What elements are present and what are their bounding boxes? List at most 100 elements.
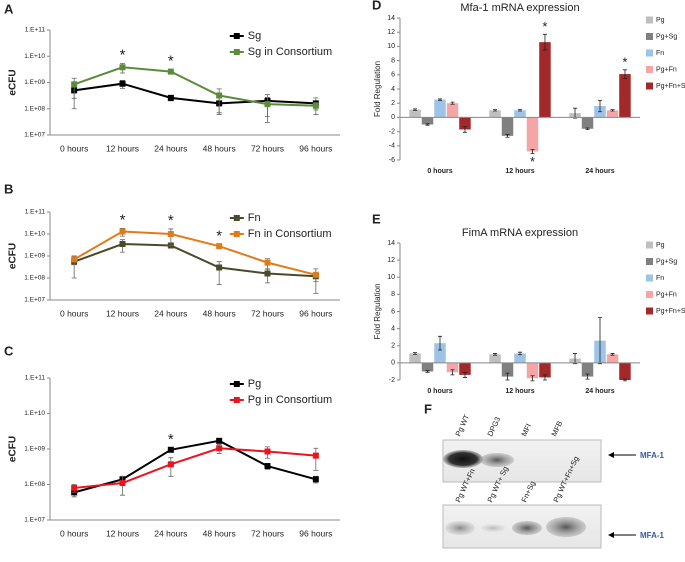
y-tick-label: 1.E+09: [24, 79, 45, 86]
legend-label: Sg: [248, 30, 261, 42]
error-bar: [462, 371, 467, 378]
panel-letter: E: [372, 211, 381, 226]
x-tick-label: 0 hours: [427, 168, 452, 175]
error-bar: [425, 370, 430, 373]
error-bar: [462, 126, 467, 133]
point: [119, 64, 126, 71]
bar: [409, 109, 421, 118]
error-bar: [622, 378, 627, 382]
legend-swatch: [646, 16, 653, 24]
point: [216, 445, 223, 452]
y-axis-label: eCFU: [8, 69, 19, 95]
error-bar: [438, 335, 442, 351]
series-line: [73, 439, 317, 494]
bar: [434, 343, 446, 363]
error-bar: [610, 109, 615, 112]
x-tick-label: 12 hours: [106, 528, 139, 538]
bar: [539, 42, 551, 118]
gel-panel: F Pg WT DPG3 MFI MFB MFA-1 Pg WT+Fn Pg W…: [424, 401, 665, 549]
panel-letter: B: [4, 181, 13, 196]
point: [216, 243, 223, 250]
bar: [619, 362, 631, 380]
error-bar: [622, 69, 627, 79]
error-bar: [573, 353, 578, 365]
band-label: MFA-1: [640, 531, 665, 540]
bar: [446, 362, 459, 373]
y-axis-label: eCFU: [8, 243, 19, 269]
error-bar: [413, 108, 418, 111]
x-tick-label: 12 hours: [106, 308, 139, 318]
gel-band: [512, 521, 542, 535]
point: [312, 102, 319, 109]
point: [216, 92, 223, 99]
panel-letter: C: [4, 343, 14, 358]
error-bar: [493, 109, 498, 112]
error-bar: [530, 375, 535, 382]
point: [167, 94, 174, 101]
lane-label: DPG3: [485, 415, 502, 437]
y-tick-label: 4: [391, 325, 395, 332]
x-tick-label: 72 hours: [251, 308, 284, 318]
x-tick-label: 96 hours: [299, 308, 332, 318]
error-bar: [450, 369, 455, 376]
x-tick-label: 12 hours: [106, 143, 139, 153]
band-label: MFA-1: [640, 451, 665, 460]
point: [264, 270, 271, 277]
legend-swatch: [646, 307, 653, 315]
y-axis-label: eCFU: [8, 436, 19, 462]
x-tick-label: 24 hours: [154, 528, 187, 538]
legend-marker: [233, 231, 240, 237]
y-tick-label: 2: [391, 343, 395, 350]
x-tick-label: 12 hours: [505, 388, 534, 395]
legend-marker: [233, 49, 240, 55]
x-tick-label: 48 hours: [203, 528, 236, 538]
y-tick-label: -2: [389, 128, 395, 135]
bar: [501, 117, 514, 136]
bar: [459, 117, 471, 130]
gel-band: [480, 453, 514, 467]
bar: [514, 353, 526, 363]
bar: [446, 103, 459, 118]
significance: *: [168, 431, 174, 448]
x-tick-label: 0 hours: [60, 528, 88, 538]
panel-letter: D: [372, 0, 381, 12]
x-tick-label: 24 hours: [154, 143, 187, 153]
arrow-head: [608, 532, 614, 538]
legend-swatch: [646, 66, 653, 73]
bar: [539, 362, 551, 378]
error-bar: [610, 353, 615, 356]
series-line: [73, 66, 316, 107]
point: [216, 437, 223, 444]
legend-marker: [233, 381, 240, 387]
legend-marker: [233, 215, 240, 221]
bar: [489, 354, 501, 363]
point: [167, 446, 174, 453]
bar: [581, 362, 594, 377]
legend-marker: [233, 397, 240, 403]
panel-letter: F: [424, 401, 432, 416]
lane-label: MFI: [519, 422, 533, 438]
x-tick-label: 96 hours: [299, 143, 332, 153]
error-bar: [505, 134, 510, 138]
legend-label: Pg+Fn+Sg: [656, 83, 685, 90]
y-tick-label: -6: [389, 157, 395, 164]
y-tick-label: 1.E+11: [25, 375, 46, 382]
y-tick-label: 0: [391, 114, 395, 121]
panel-letter: A: [4, 1, 14, 16]
significance: *: [168, 212, 174, 229]
significance: *: [120, 46, 126, 63]
error-bar: [413, 352, 418, 355]
error-bar: [425, 123, 430, 126]
legend-swatch: [646, 258, 653, 265]
legend-label: Pg+Sg: [656, 258, 677, 265]
point: [312, 476, 319, 483]
y-tick-label: 1.E+07: [24, 132, 45, 139]
gel-band: [443, 450, 483, 468]
x-tick-label: 48 hours: [203, 143, 236, 153]
y-tick-label: -4: [389, 143, 395, 150]
significance: *: [622, 54, 627, 69]
y-tick-label: 1.E+10: [24, 410, 45, 417]
bar: [421, 362, 434, 372]
x-tick-label: 24 hours: [154, 308, 187, 318]
